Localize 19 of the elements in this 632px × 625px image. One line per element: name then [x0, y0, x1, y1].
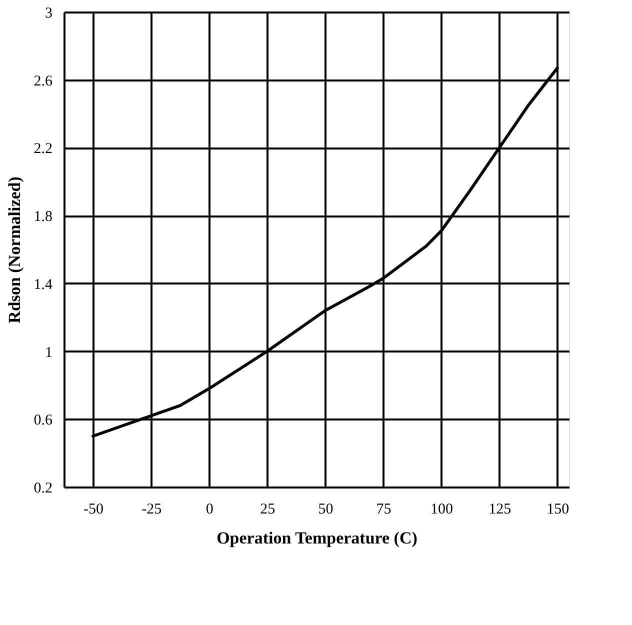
x-tick-label: 150	[546, 502, 570, 518]
x-tick-label: -25	[142, 502, 162, 518]
y-tick-label: 3	[45, 6, 52, 22]
x-tick-label: 25	[260, 502, 276, 518]
x-tick-label: 50	[318, 502, 334, 518]
x-tick-label: 75	[376, 502, 392, 518]
y-tick-label: 2.6	[34, 73, 53, 90]
x-axis-title: Operation Temperature (C)	[216, 528, 418, 548]
y-tick-label: 0.6	[34, 412, 53, 429]
y-tick-label: 0.2	[34, 480, 52, 496]
y-axis-title: Rdson (Normalized)	[4, 176, 24, 324]
y-tick-label: 1.4	[34, 276, 53, 293]
x-tick-label: 100	[430, 502, 454, 518]
x-tick-label: -50	[84, 502, 104, 518]
y-tick-label: 1.8	[34, 209, 52, 226]
x-tick-label: 125	[488, 502, 512, 518]
y-tick-label: 1	[45, 344, 52, 361]
y-tick-label: 2.2	[34, 141, 52, 158]
x-tick-label: 0	[206, 502, 214, 518]
